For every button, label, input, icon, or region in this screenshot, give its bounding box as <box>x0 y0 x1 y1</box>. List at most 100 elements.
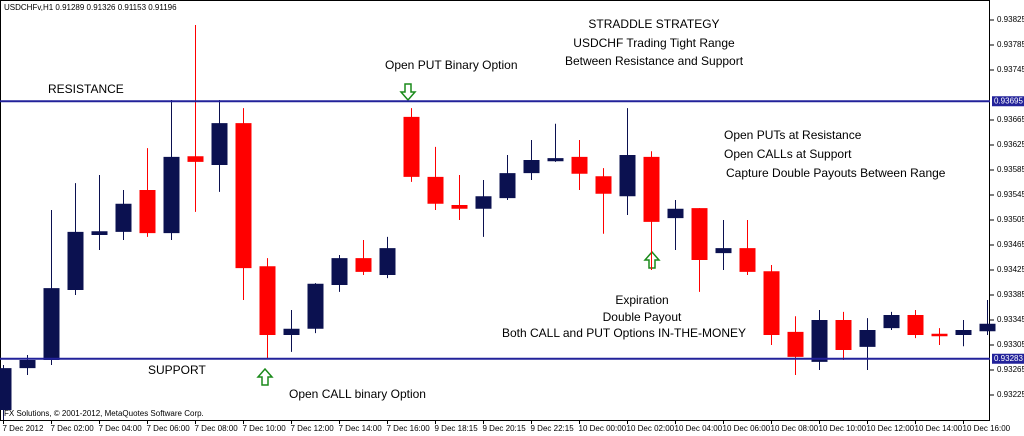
annotation: Open PUT Binary Option <box>385 58 518 72</box>
candle-body <box>427 176 444 204</box>
x-tick-label: 10 Dec 04:00 <box>675 424 723 433</box>
candle-body <box>571 156 588 174</box>
candle-body <box>163 156 180 234</box>
line-label: SUPPORT <box>148 363 206 377</box>
annotation: Open PUTs at Resistance <box>724 128 862 142</box>
annotation: Open CALL binary Option <box>289 387 426 401</box>
annotation: Double Payout <box>603 310 682 324</box>
annotation: Open CALLs at Support <box>724 147 852 161</box>
level-box <box>992 96 1024 107</box>
y-tick-label: 0.93825 <box>997 15 1024 24</box>
candle-body <box>859 330 876 347</box>
candle-body <box>619 155 636 197</box>
line-label: RESISTANCE <box>48 82 124 96</box>
y-tick-label: 0.93305 <box>997 340 1024 349</box>
candle-body <box>0 368 12 410</box>
y-tick-label: 0.93425 <box>997 265 1024 274</box>
annotation: USDCHF Trading Tight Range <box>573 36 735 50</box>
level-value: 0.93695 <box>994 96 1023 105</box>
candle-body <box>691 208 708 260</box>
x-tick-label: 10 Dec 02:00 <box>627 424 675 433</box>
candle-body <box>811 320 828 362</box>
candle-body <box>43 288 60 360</box>
candle-body <box>307 283 324 329</box>
candle-body <box>19 360 36 369</box>
candle-body <box>235 123 252 269</box>
candle-body <box>643 156 660 222</box>
candle-body <box>283 328 300 335</box>
candle-body <box>115 203 132 232</box>
x-tick-label: 7 Dec 04:00 <box>99 424 143 433</box>
candle-body <box>739 248 756 272</box>
down-arrow <box>399 83 417 102</box>
candle-body <box>331 258 348 285</box>
candle-body <box>715 248 732 254</box>
candle-body <box>451 205 468 209</box>
x-tick-label: 10 Dec 16:00 <box>963 424 1011 433</box>
up-arrow <box>256 367 274 386</box>
footer: FX Solutions, © 2001-2012, MetaQuotes So… <box>4 409 204 418</box>
y-tick-label: 0.93465 <box>997 240 1024 249</box>
y-tick-label: 0.93785 <box>997 40 1024 49</box>
x-tick-label: 7 Dec 14:00 <box>339 424 383 433</box>
x-tick-label: 7 Dec 02:00 <box>51 424 95 433</box>
candle-body <box>187 156 204 162</box>
candle-body <box>979 323 996 332</box>
candle-body <box>355 258 372 272</box>
x-tick-label: 10 Dec 06:00 <box>723 424 771 433</box>
candle-body <box>523 160 540 174</box>
candle-body <box>667 208 684 219</box>
candle-body <box>835 320 852 350</box>
chart-title: USDCHFv,H1 0.91289 0.91326 0.91153 0.911… <box>4 3 177 12</box>
x-tick-label: 10 Dec 10:00 <box>819 424 867 433</box>
candle-body <box>67 231 84 290</box>
annotation: STRADDLE STRATEGY <box>588 17 719 31</box>
y-tick-label: 0.93625 <box>997 140 1024 149</box>
annotation: Capture Double Payouts Between Range <box>726 166 946 180</box>
candle-body <box>403 116 420 177</box>
candle-body <box>259 266 276 335</box>
level-value: 0.93283 <box>994 354 1023 363</box>
level-box <box>992 353 1024 364</box>
y-tick-label: 0.93345 <box>997 315 1024 324</box>
y-tick-label: 0.93585 <box>997 165 1024 174</box>
candle-body <box>211 123 228 165</box>
x-tick-label: 7 Dec 12:00 <box>291 424 335 433</box>
candle-body <box>955 330 972 335</box>
x-tick-label: 10 Dec 00:00 <box>579 424 627 433</box>
x-tick-label: 9 Dec 20:15 <box>483 424 527 433</box>
annotation: Both CALL and PUT Options IN-THE-MONEY <box>502 326 746 340</box>
candle-body <box>907 315 924 335</box>
candle-body <box>595 176 612 194</box>
y-tick-label: 0.93545 <box>997 190 1024 199</box>
candle-body <box>883 315 900 329</box>
x-tick-label: 7 Dec 10:00 <box>243 424 287 433</box>
y-tick-label: 0.93385 <box>997 290 1024 299</box>
candle-body <box>499 173 516 199</box>
candle-body <box>547 158 564 162</box>
candle-body <box>475 196 492 209</box>
x-tick-label: 7 Dec 2012 <box>3 424 44 433</box>
y-tick-label: 0.93265 <box>997 365 1024 374</box>
x-tick-label: 9 Dec 22:15 <box>531 424 575 433</box>
y-tick-label: 0.93665 <box>997 115 1024 124</box>
candle-body <box>139 190 156 234</box>
candle-body <box>379 248 396 275</box>
x-tick-label: 7 Dec 06:00 <box>147 424 191 433</box>
annotation: Between Resistance and Support <box>565 54 744 68</box>
y-tick-label: 0.93225 <box>997 390 1024 399</box>
y-tick-label: 0.93505 <box>997 215 1024 224</box>
candle-body <box>931 333 948 337</box>
x-tick-label: 10 Dec 12:00 <box>867 424 915 433</box>
y-tick-label: 0.93745 <box>997 65 1024 74</box>
x-tick-label: 7 Dec 08:00 <box>195 424 239 433</box>
annotation: Expiration <box>615 293 668 307</box>
x-tick-label: 10 Dec 14:00 <box>915 424 963 433</box>
candle-body <box>91 231 108 235</box>
candle-body <box>787 331 804 357</box>
x-tick-label: 7 Dec 16:00 <box>387 424 431 433</box>
x-tick-label: 9 Dec 18:15 <box>435 424 479 433</box>
x-tick-label: 10 Dec 08:00 <box>771 424 819 433</box>
